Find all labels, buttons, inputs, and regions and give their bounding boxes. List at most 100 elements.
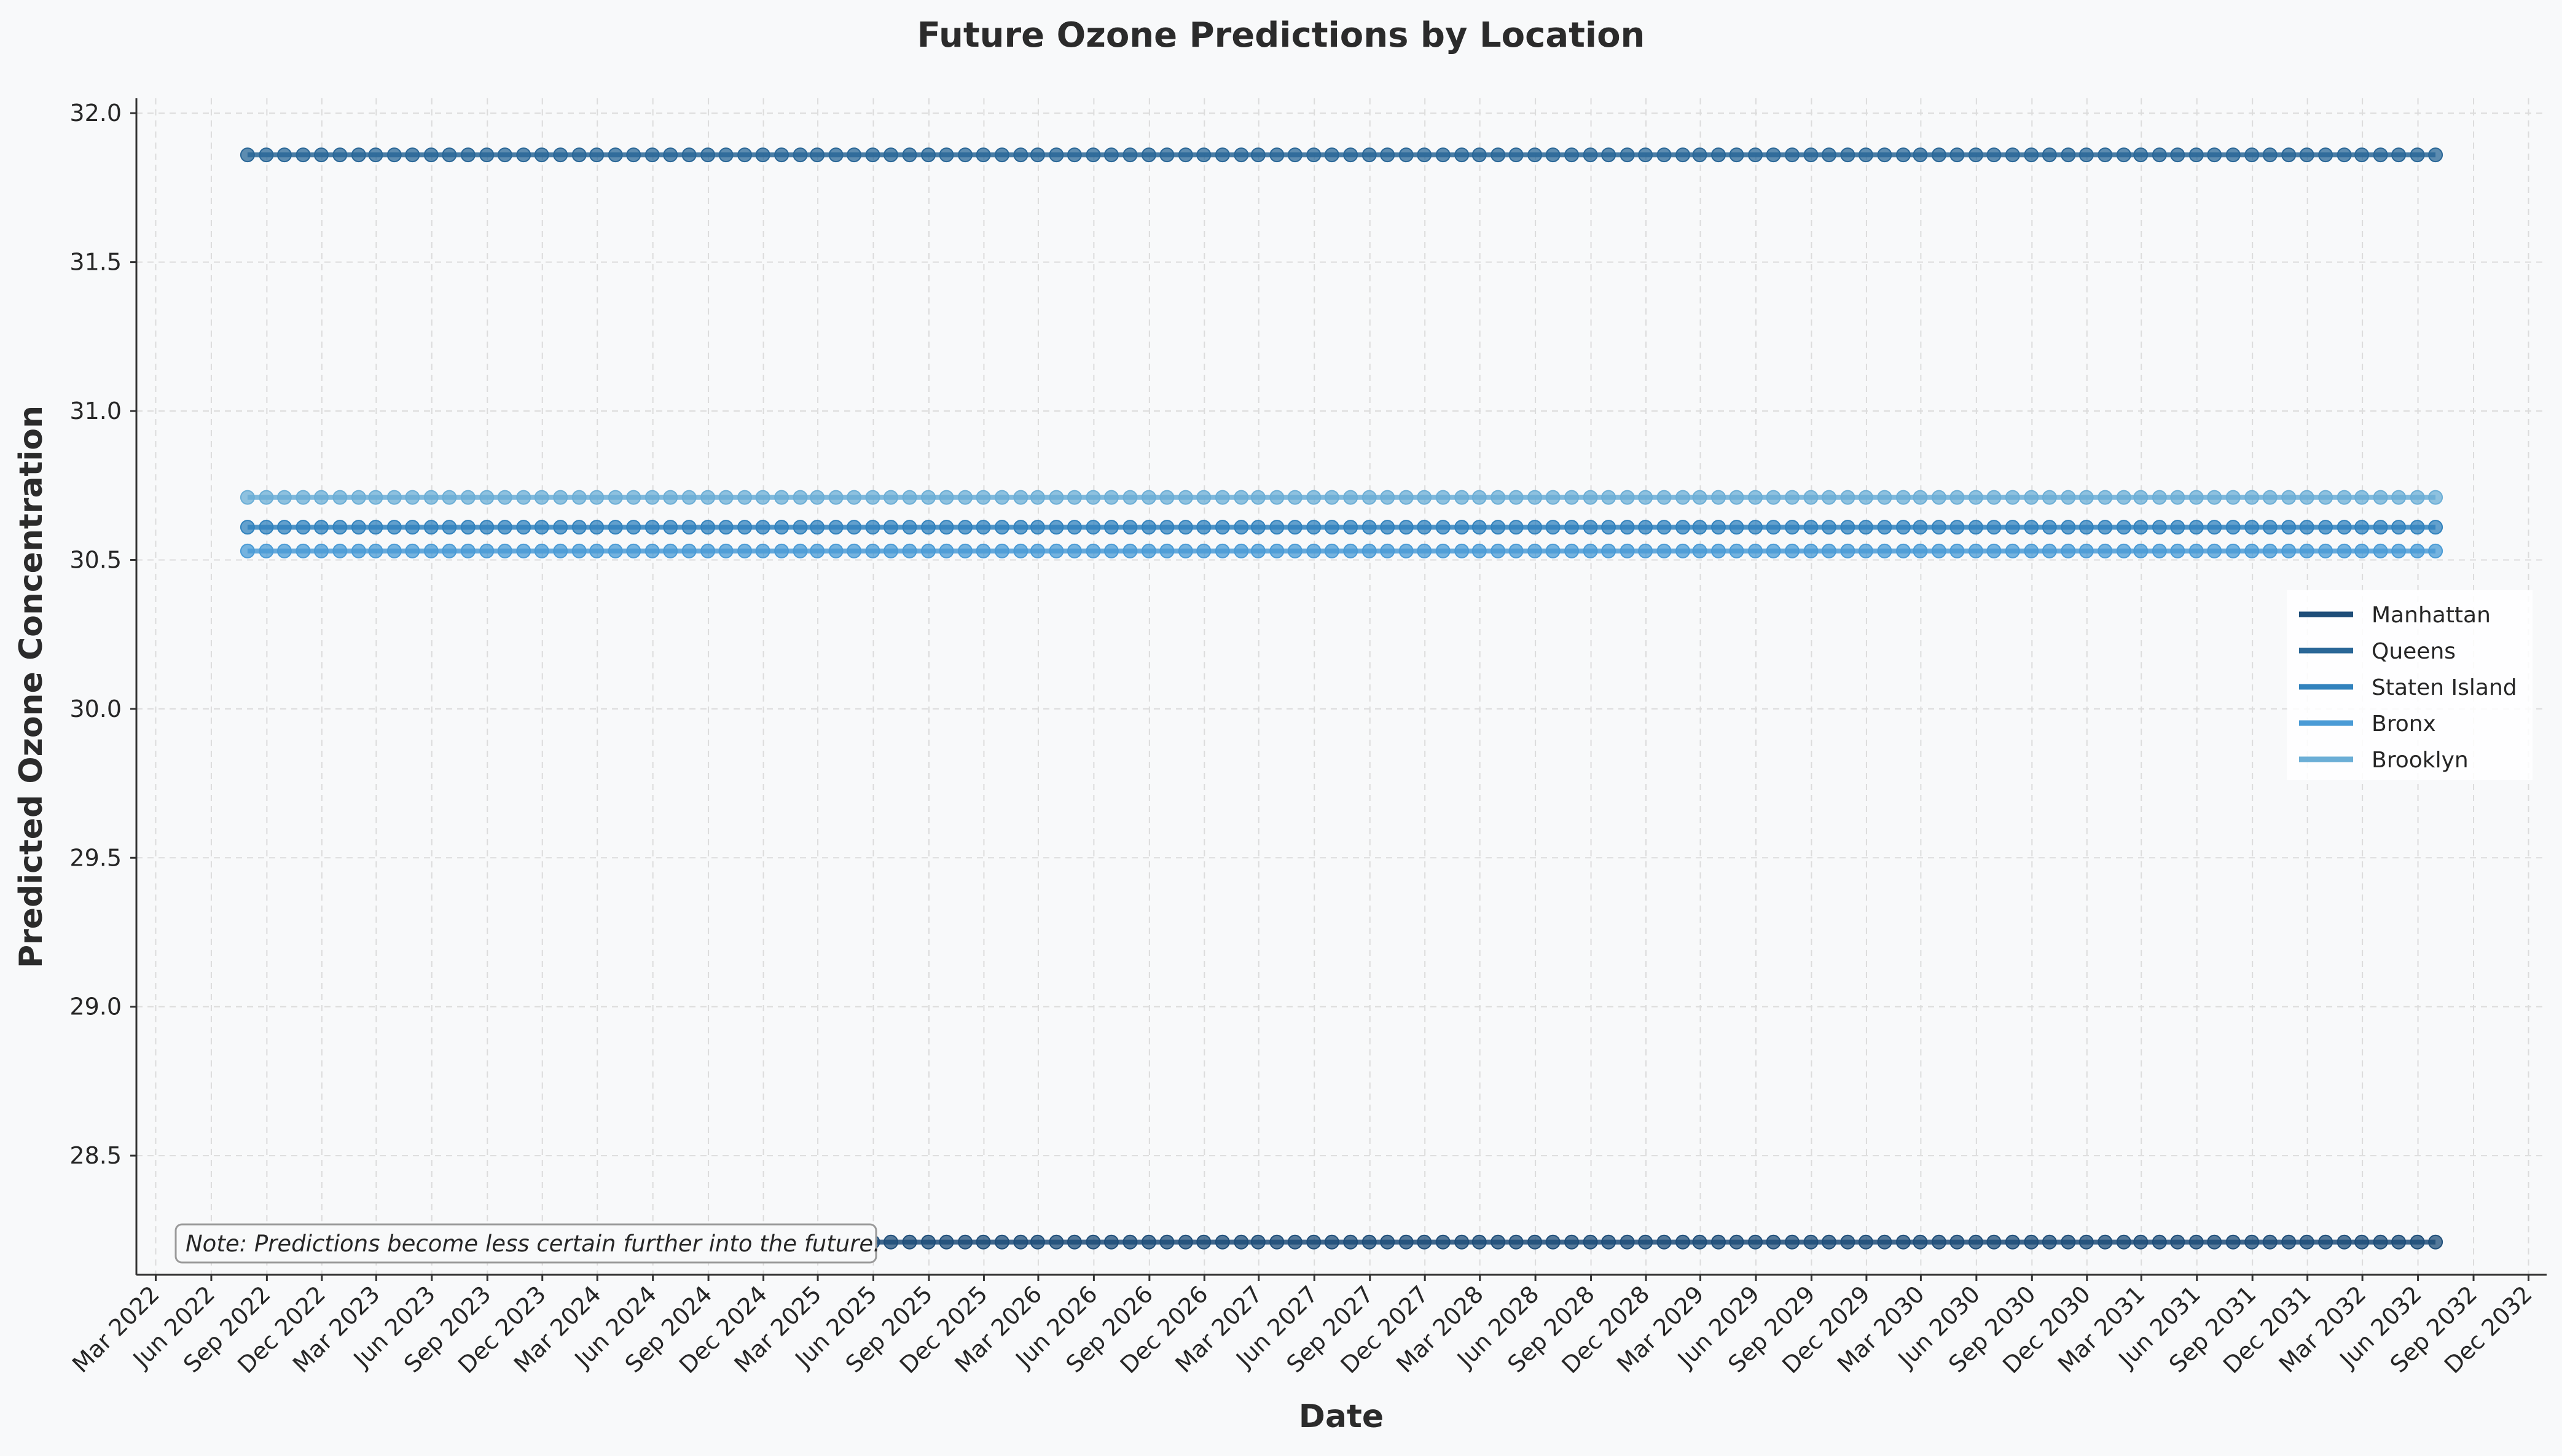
data-point-brooklyn [2133, 490, 2149, 505]
data-point-brooklyn [405, 490, 420, 505]
data-point-bronx [2133, 543, 2149, 558]
data-point-queens [793, 147, 808, 163]
data-point-brooklyn [1803, 490, 1819, 505]
data-point-manhattan [1103, 1234, 1119, 1250]
data-point-queens [1508, 147, 1524, 163]
data-point-manhattan [2354, 1234, 2370, 1250]
data-point-staten-island [2337, 520, 2352, 535]
data-point-staten-island [2061, 520, 2076, 535]
data-point-brooklyn [1287, 490, 1303, 505]
data-point-bronx [663, 543, 678, 558]
data-point-queens [608, 147, 623, 163]
data-point-brooklyn [516, 490, 531, 505]
data-point-queens [2152, 147, 2167, 163]
data-point-brooklyn [2428, 490, 2443, 505]
data-point-bronx [386, 543, 402, 558]
data-point-manhattan [1638, 1234, 1653, 1250]
data-point-bronx [2207, 543, 2222, 558]
y-tick-label: 29.5 [69, 844, 122, 871]
data-point-manhattan [1656, 1234, 1672, 1250]
data-point-queens [1030, 147, 1045, 163]
data-point-manhattan [1931, 1234, 1946, 1250]
data-point-queens [976, 147, 991, 163]
data-point-brooklyn [2078, 490, 2094, 505]
data-point-bronx [2262, 543, 2278, 558]
data-point-brooklyn [386, 490, 402, 505]
data-point-staten-island [2116, 520, 2131, 535]
data-point-brooklyn [1398, 490, 1414, 505]
data-point-bronx [1858, 543, 1873, 558]
data-point-manhattan [994, 1234, 1009, 1250]
data-point-queens [1803, 147, 1819, 163]
data-point-staten-island [1013, 520, 1028, 535]
note-annotation: Note: Predictions become less certain fu… [174, 1223, 880, 1264]
data-point-staten-island [1324, 520, 1339, 535]
data-point-bronx [2225, 543, 2241, 558]
data-point-brooklyn [644, 490, 660, 505]
data-point-manhattan [1766, 1234, 1781, 1250]
data-point-brooklyn [755, 490, 770, 505]
data-point-manhattan [2281, 1234, 2297, 1250]
data-point-manhattan [1620, 1234, 1635, 1250]
data-point-bronx [1178, 543, 1193, 558]
data-point-queens [1913, 147, 1928, 163]
data-point-staten-island [1141, 520, 1156, 535]
data-point-bronx [700, 543, 716, 558]
data-point-staten-island [2428, 520, 2443, 535]
data-point-bronx [2318, 543, 2333, 558]
data-point-bronx [644, 543, 660, 558]
data-point-bronx [2061, 543, 2076, 558]
data-point-brooklyn [2098, 490, 2113, 505]
legend-item-staten-island: Staten Island [2299, 675, 2517, 700]
data-point-queens [351, 147, 366, 163]
data-point-manhattan [1269, 1234, 1285, 1250]
data-point-bronx [2078, 543, 2094, 558]
data-point-queens [644, 147, 660, 163]
data-point-brooklyn [1269, 490, 1285, 505]
series-bronx [240, 543, 2443, 558]
data-point-manhattan [2207, 1234, 2222, 1250]
data-point-manhattan [1949, 1234, 1965, 1250]
data-point-staten-island [1435, 520, 1451, 535]
data-point-queens [921, 147, 936, 163]
data-point-staten-island [1620, 520, 1635, 535]
data-point-bronx [1840, 543, 1855, 558]
data-point-queens [1656, 147, 1672, 163]
data-point-manhattan [939, 1234, 954, 1250]
data-point-manhattan [1821, 1234, 1836, 1250]
data-point-bronx [1638, 543, 1653, 558]
data-point-bronx [1583, 543, 1598, 558]
data-point-queens [718, 147, 734, 163]
data-point-brooklyn [1601, 490, 1616, 505]
data-point-queens [571, 147, 587, 163]
data-point-bronx [976, 543, 991, 558]
data-point-queens [2299, 147, 2314, 163]
data-point-bronx [774, 543, 789, 558]
data-point-bronx [939, 543, 954, 558]
data-point-staten-island [1471, 520, 1487, 535]
data-point-staten-island [663, 520, 678, 535]
data-point-brooklyn [2061, 490, 2076, 505]
legend-item-brooklyn: Brooklyn [2299, 748, 2469, 773]
data-point-manhattan [1803, 1234, 1819, 1250]
data-point-bronx [351, 543, 366, 558]
data-point-staten-island [553, 520, 568, 535]
data-point-brooklyn [1141, 490, 1156, 505]
data-point-queens [2170, 147, 2185, 163]
data-point-bronx [1122, 543, 1138, 558]
series-staten-island [240, 520, 2443, 535]
data-point-manhattan [1692, 1234, 1707, 1250]
data-point-bronx [681, 543, 697, 558]
data-point-bronx [296, 543, 311, 558]
data-point-manhattan [1196, 1234, 1212, 1250]
data-point-brooklyn [700, 490, 716, 505]
data-point-queens [2337, 147, 2352, 163]
data-point-queens [1306, 147, 1322, 163]
data-point-brooklyn [1545, 490, 1561, 505]
data-point-brooklyn [1454, 490, 1470, 505]
data-point-queens [1250, 147, 1266, 163]
data-point-manhattan [1601, 1234, 1616, 1250]
data-point-brooklyn [810, 490, 825, 505]
data-point-staten-island [1159, 520, 1175, 535]
